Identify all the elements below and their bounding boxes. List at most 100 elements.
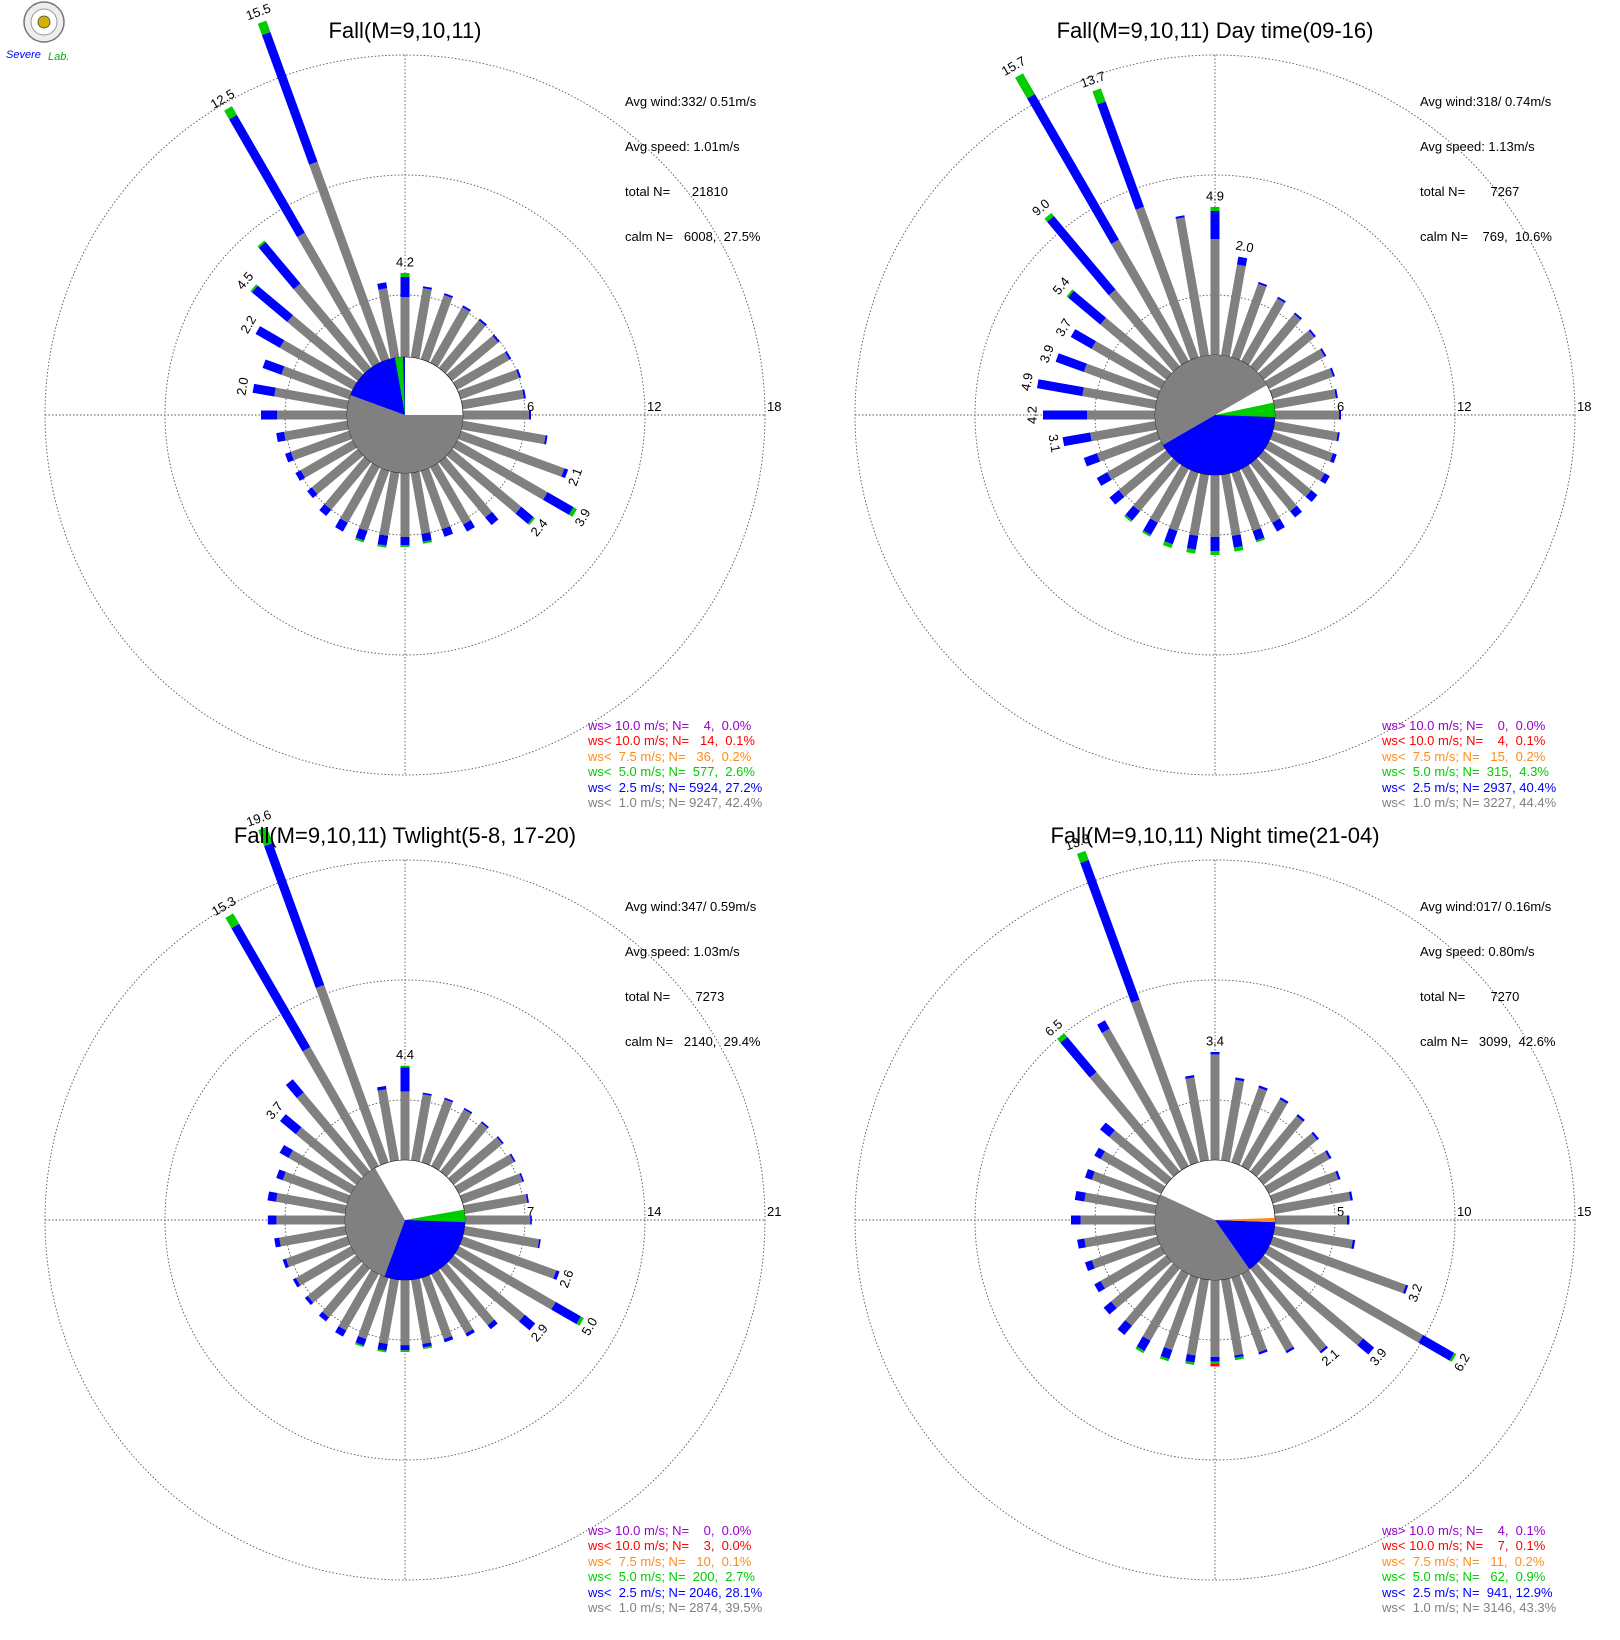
wind-bar-segment bbox=[529, 410, 531, 420]
legend-entry: ws< 5.0 m/s; N= 315, 4.3% bbox=[1382, 764, 1549, 780]
wind-bar-segment bbox=[1097, 101, 1144, 210]
wind-bar-segment bbox=[537, 1239, 541, 1249]
wind-bar-segment bbox=[1269, 431, 1334, 462]
wind-bar-segment bbox=[285, 1079, 304, 1099]
bar-value-label: 4.2 bbox=[396, 254, 414, 269]
wind-bar-segment bbox=[438, 456, 493, 518]
wind-bar-segment bbox=[478, 318, 487, 326]
wind-bar-segment bbox=[1186, 534, 1199, 550]
wind-bar-segment bbox=[544, 435, 548, 445]
wind-bar-segment bbox=[279, 1225, 347, 1247]
wind-bar-segment bbox=[1175, 217, 1210, 357]
wind-bar-segment bbox=[1055, 353, 1087, 373]
legend-entry: ws> 10.0 m/s; N= 4, 0.1% bbox=[1382, 1523, 1546, 1538]
compass-axes bbox=[45, 860, 765, 1580]
wind-bar-segment bbox=[1089, 1071, 1180, 1177]
wind-bar-segment bbox=[277, 410, 347, 420]
wind-bar-segment bbox=[275, 1192, 347, 1215]
wind-bar-segment bbox=[459, 1173, 523, 1204]
wind-bar-segment bbox=[1186, 548, 1196, 554]
severe-storm-lab-logo: Severe Lab. bbox=[6, 1, 69, 63]
chart-title: Fall(M=9,10,11) Twlight(5-8, 17-20) bbox=[233, 823, 577, 848]
total-n: total N= 7270 bbox=[1420, 989, 1520, 1004]
bar-value-label: 4.9 bbox=[1206, 188, 1224, 203]
avg-wind: Avg wind:017/ 0.16m/s bbox=[1420, 899, 1552, 914]
wind-bar-segment bbox=[292, 1277, 301, 1288]
wind-bar-segment bbox=[422, 540, 433, 544]
wind-bar-segment bbox=[1277, 296, 1286, 303]
wind-bar-segment bbox=[1210, 1052, 1220, 1055]
wind-bar-segment bbox=[309, 161, 390, 363]
wind-bar-segment bbox=[1100, 1151, 1166, 1194]
wind-bar-segment bbox=[279, 1114, 302, 1135]
wind-rose-chart: 5 10 153.43.26.23.92.16.513.3 bbox=[854, 831, 1591, 1581]
chart-title: Fall(M=9,10,11) bbox=[328, 18, 482, 43]
wind-bar-segment bbox=[1258, 1085, 1268, 1091]
bar-value-label: 4.9 bbox=[1018, 372, 1036, 392]
wind-bar-segment bbox=[225, 913, 240, 929]
wind-bar-segment bbox=[1264, 1246, 1424, 1343]
calm-sector bbox=[350, 357, 405, 415]
wind-bar-segment bbox=[261, 31, 318, 165]
wind-bar-segment bbox=[1334, 389, 1338, 399]
legend-entry: ws< 7.5 m/s; N= 10, 0.1% bbox=[588, 1553, 752, 1569]
wind-bar-segment bbox=[1293, 312, 1303, 320]
wind-bar-segment bbox=[553, 1270, 560, 1280]
legend-entry: ws< 2.5 m/s; N= 5924, 27.2% bbox=[588, 779, 763, 795]
wind-bar-segment bbox=[1347, 1215, 1350, 1225]
wind-bar-segment bbox=[496, 1136, 504, 1145]
wind-bar-segment bbox=[276, 1215, 345, 1225]
wind-bar-segment bbox=[287, 315, 364, 382]
wind-bar-segment bbox=[1220, 264, 1246, 357]
wind-bar-segment bbox=[252, 383, 276, 397]
bar-value-label: 2.0 bbox=[233, 376, 251, 396]
wind-bar-segment bbox=[448, 1137, 503, 1185]
wind-bar-segment bbox=[431, 1109, 472, 1171]
wind-bar-segment bbox=[1133, 458, 1180, 512]
wind-bar-segment bbox=[457, 369, 520, 400]
wind-bar-segment bbox=[1074, 1190, 1086, 1202]
wind-bar-segment bbox=[485, 511, 499, 526]
wind-bar-segment bbox=[1169, 469, 1199, 532]
wind-bar-segment bbox=[1269, 1236, 1406, 1294]
bar-value-label: 3.1 bbox=[1046, 433, 1064, 453]
wind-bar-segment bbox=[1087, 410, 1155, 420]
wind-bar-segment bbox=[1220, 473, 1241, 536]
ring-label: 15 bbox=[1577, 1204, 1591, 1219]
wind-bar-segment bbox=[443, 293, 454, 299]
wind-bar-segment bbox=[463, 520, 475, 532]
wind-rose-panel-all: 6 12 18 4.2 2.1 3.9 2.4 2.0 2.2 4.5 12.5 15.5 Fall(… bbox=[0, 0, 810, 820]
wind-bar-segment bbox=[267, 1215, 277, 1225]
ring-label: 10 bbox=[1457, 1204, 1471, 1219]
wind-bar-segment bbox=[1264, 441, 1325, 481]
wind-bar-segment bbox=[462, 305, 471, 312]
wind-bar-segment bbox=[1351, 1239, 1356, 1250]
wind-bar-segment bbox=[492, 334, 500, 343]
wind-bar-segment bbox=[463, 1225, 540, 1248]
wind-bar-segment bbox=[422, 1092, 432, 1096]
wind-bar-segment bbox=[522, 389, 526, 399]
wind-bar-segment bbox=[338, 1269, 379, 1331]
wind-bar-segment bbox=[1091, 1171, 1161, 1204]
wind-bar-segment bbox=[422, 286, 433, 290]
wind-rose-chart: 6 12 184.22.13.92.42.02.24.512.515.5 bbox=[44, 0, 781, 776]
avg-speed: Avg speed: 1.03m/s bbox=[625, 944, 740, 959]
wind-bar-segment bbox=[377, 282, 388, 290]
wind-bar-segment bbox=[1258, 450, 1312, 497]
calm-sector bbox=[1163, 415, 1275, 476]
wind-bar-segment bbox=[258, 827, 273, 847]
wind-bar-segment bbox=[463, 1194, 528, 1215]
wind-bar-segment bbox=[355, 528, 368, 541]
calm-sector bbox=[1215, 1217, 1275, 1223]
wind-bar-segment bbox=[441, 526, 454, 537]
wind-bar-segment bbox=[377, 1342, 388, 1351]
wind-bar-segment bbox=[255, 326, 285, 348]
wind-bar-segment bbox=[359, 467, 390, 532]
wind-bar-segment bbox=[1250, 1115, 1304, 1177]
wind-bar-segment bbox=[1250, 314, 1301, 372]
wind-bar-segment bbox=[355, 1342, 365, 1348]
wind-bar-segment bbox=[377, 1085, 387, 1091]
wind-bar-segment bbox=[410, 288, 432, 359]
wind-bar-segment bbox=[1336, 432, 1340, 442]
wind-bar-segment bbox=[504, 351, 512, 360]
